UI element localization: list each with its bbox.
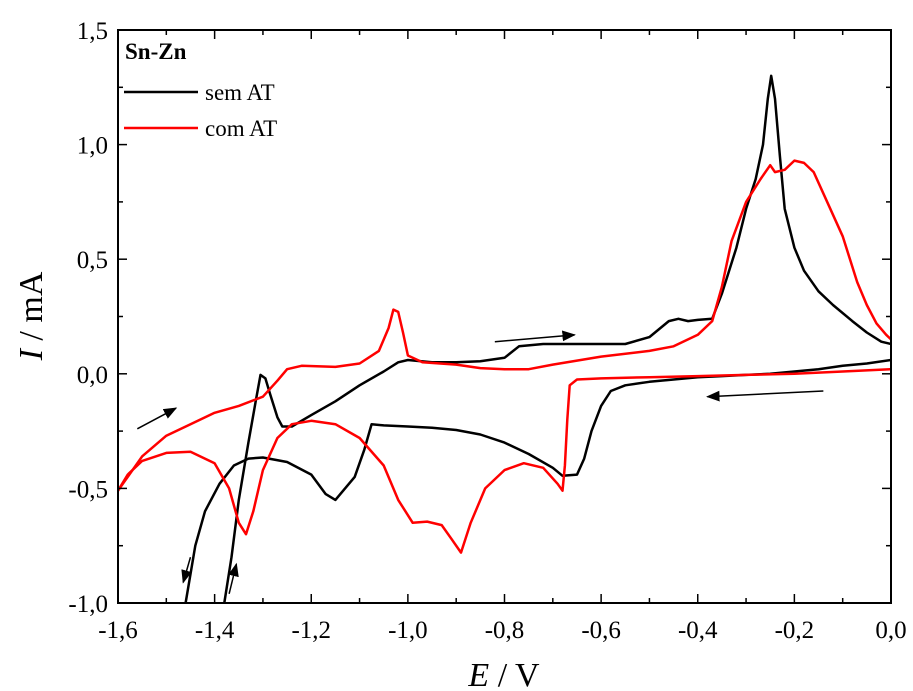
y-tick-label: 0,0 (77, 362, 108, 389)
series-line-com-at-2 (118, 367, 891, 554)
y-axis-unit: / mA (13, 271, 50, 349)
scan-direction-arrow (494, 330, 576, 343)
legend-label-sem-at: sem AT (205, 80, 275, 105)
series-line-com-at-3 (118, 159, 891, 492)
x-tick-label: -0,4 (678, 617, 718, 644)
legend-title: Sn-Zn (125, 39, 187, 64)
x-tick-label: -1,4 (195, 617, 235, 644)
scan-direction-arrow (181, 556, 192, 584)
y-tick-label: 0,5 (77, 247, 108, 274)
y-tick-label: 1,0 (77, 133, 108, 160)
scan-direction-arrows (136, 330, 824, 595)
legend: Sn-Zn sem AT com AT (124, 39, 277, 141)
x-tick-label: 0,0 (875, 617, 906, 644)
y-axis-title: I / mA (13, 271, 50, 361)
series-line-sem-at-1 (223, 74, 891, 603)
x-tick-label: -0,2 (775, 617, 815, 644)
x-axis-symbol: E (467, 657, 489, 691)
scan-direction-arrow (228, 562, 239, 595)
axis-ticks: -1,6 -1,4 -1,2 -1,0 -0,8 -0,6 -0,4 -0,2 0,0 -1,0 -… (68, 18, 906, 644)
x-tick-label: -0,6 (581, 617, 621, 644)
y-tick-label: 1,5 (77, 18, 108, 45)
legend-label-com-at: com AT (205, 116, 277, 141)
series-line-sem-at-0 (184, 358, 891, 603)
x-tick-label: -1,2 (291, 617, 331, 644)
scan-direction-arrow (706, 390, 824, 402)
x-axis-unit: / V (489, 657, 540, 691)
data-series (118, 74, 891, 603)
x-tick-label: -1,6 (98, 617, 138, 644)
y-tick-label: -1,0 (68, 591, 108, 618)
y-axis-symbol: I (13, 347, 50, 361)
x-tick-label: -1,0 (388, 617, 428, 644)
x-axis-title: E / V (467, 657, 540, 691)
x-tick-label: -0,8 (485, 617, 525, 644)
plot-frame (117, 29, 892, 604)
scan-direction-arrow (136, 407, 178, 430)
y-tick-label: -0,5 (68, 476, 108, 503)
